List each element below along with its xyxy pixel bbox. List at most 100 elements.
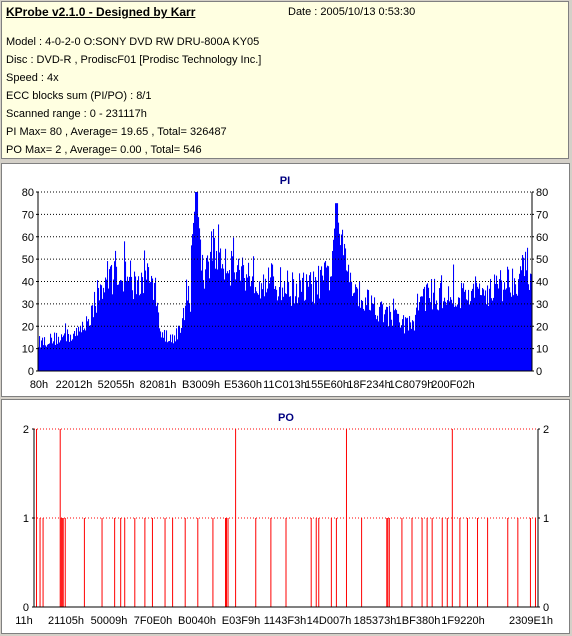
pi-bar <box>242 257 244 371</box>
pi-bar <box>167 342 169 371</box>
pi-bar <box>103 287 105 371</box>
pi-bar <box>344 243 346 371</box>
po-xtick-label: B0040h <box>178 615 216 627</box>
pi-bar <box>132 290 134 371</box>
pi-bar <box>171 342 173 371</box>
pi-bar <box>403 315 405 371</box>
po-chart: PO 0 0 1 1 2 2 11h 21105h 50009h 7F0E0h B0040h E03F9… <box>15 412 553 627</box>
pi-bar <box>39 336 41 371</box>
pi-ytick-label-left: 70 <box>22 209 34 221</box>
pi-bar <box>428 287 430 371</box>
pi-xtick-label: E5360h <box>224 379 262 391</box>
pi-xtick-label: B3009h <box>182 379 220 391</box>
pi-bar <box>266 292 268 371</box>
pi-bar <box>220 248 222 371</box>
pi-bar <box>57 343 59 371</box>
pi-bar <box>421 296 423 371</box>
pi-bar <box>189 303 191 371</box>
info-po-stats: PO Max= 2 , Average= 0.00 , Total= 546 <box>6 144 202 156</box>
pi-bar <box>112 294 114 371</box>
pi-bar <box>363 308 365 371</box>
pi-bar <box>517 295 519 371</box>
pi-bar <box>94 291 96 371</box>
pi-bar <box>170 334 172 371</box>
pi-bar <box>453 264 455 371</box>
pi-bar <box>213 228 215 371</box>
pi-bar <box>262 289 264 371</box>
po-xtick-label: 21105h <box>48 615 84 627</box>
pi-bar <box>328 266 330 371</box>
pi-bar <box>188 285 190 371</box>
pi-bar <box>461 282 463 371</box>
pi-bar <box>345 248 347 371</box>
pi-bar <box>196 192 198 371</box>
pi-bar <box>190 311 192 371</box>
pi-bar <box>369 309 371 371</box>
pi-bar <box>85 330 87 371</box>
pi-bar <box>120 279 122 371</box>
pi-bar <box>331 276 333 371</box>
pi-bar <box>333 239 335 371</box>
pi-bar <box>61 334 63 371</box>
pi-bar <box>185 305 187 371</box>
pi-bar <box>87 321 89 371</box>
pi-bar <box>503 289 505 371</box>
pi-ytick-label-right: 30 <box>536 299 548 311</box>
pi-bar <box>243 265 245 371</box>
pi-bar <box>455 305 457 371</box>
pi-bar <box>467 300 469 371</box>
pi-bar <box>56 332 58 371</box>
pi-bar <box>236 272 238 371</box>
po-xtick-label: 14D007h <box>307 615 352 627</box>
pi-bar <box>334 228 336 371</box>
pi-bar <box>151 275 153 371</box>
pi-bar <box>349 282 351 371</box>
pi-bar <box>424 286 426 371</box>
pi-bar <box>489 288 491 371</box>
pi-bar <box>277 300 279 371</box>
pi-bar <box>348 264 350 371</box>
pi-bar <box>69 341 71 371</box>
pi-bar <box>226 273 228 371</box>
pi-bar <box>62 337 64 371</box>
pi-bar <box>123 291 125 371</box>
pi-bar <box>186 279 188 371</box>
info-panel: KProbe v2.1.0 - Designed by Karr Date : … <box>1 1 569 159</box>
pi-bar <box>216 250 218 371</box>
pi-bar <box>192 234 194 371</box>
pi-bar <box>458 297 460 371</box>
pi-ytick-label-right: 80 <box>536 187 548 199</box>
pi-bar <box>332 250 334 371</box>
pi-bar <box>397 313 399 371</box>
pi-bar <box>278 296 280 371</box>
pi-bar <box>47 344 49 371</box>
pi-bar <box>234 272 236 371</box>
pi-bar <box>409 316 411 371</box>
pi-bar <box>490 278 492 371</box>
pi-bar <box>314 304 316 371</box>
pi-bar <box>88 319 90 371</box>
pi-bar <box>227 271 229 371</box>
pi-ytick-label-right: 60 <box>536 232 548 244</box>
info-pi-stats: PI Max= 80 , Average= 19.65 , Total= 326… <box>6 126 227 138</box>
pi-bar <box>399 322 401 371</box>
pi-bar <box>437 309 439 371</box>
pi-bar <box>493 297 495 371</box>
pi-bar <box>99 300 101 371</box>
pi-bar <box>351 281 353 371</box>
pi-bar <box>495 283 497 371</box>
pi-bar <box>258 294 260 371</box>
pi-bar <box>241 266 243 371</box>
pi-bar <box>337 203 339 371</box>
po-xtick-label: 1BF380h <box>396 615 441 627</box>
pi-bar <box>394 310 396 371</box>
pi-bar <box>513 295 515 371</box>
pi-bar <box>155 277 157 371</box>
pi-bar <box>54 332 56 371</box>
pi-bar <box>42 337 44 371</box>
pi-bar <box>325 260 327 371</box>
pi-bar <box>295 296 297 371</box>
pi-bar <box>425 311 427 371</box>
pi-bar <box>117 284 119 371</box>
pi-bar <box>368 290 370 371</box>
